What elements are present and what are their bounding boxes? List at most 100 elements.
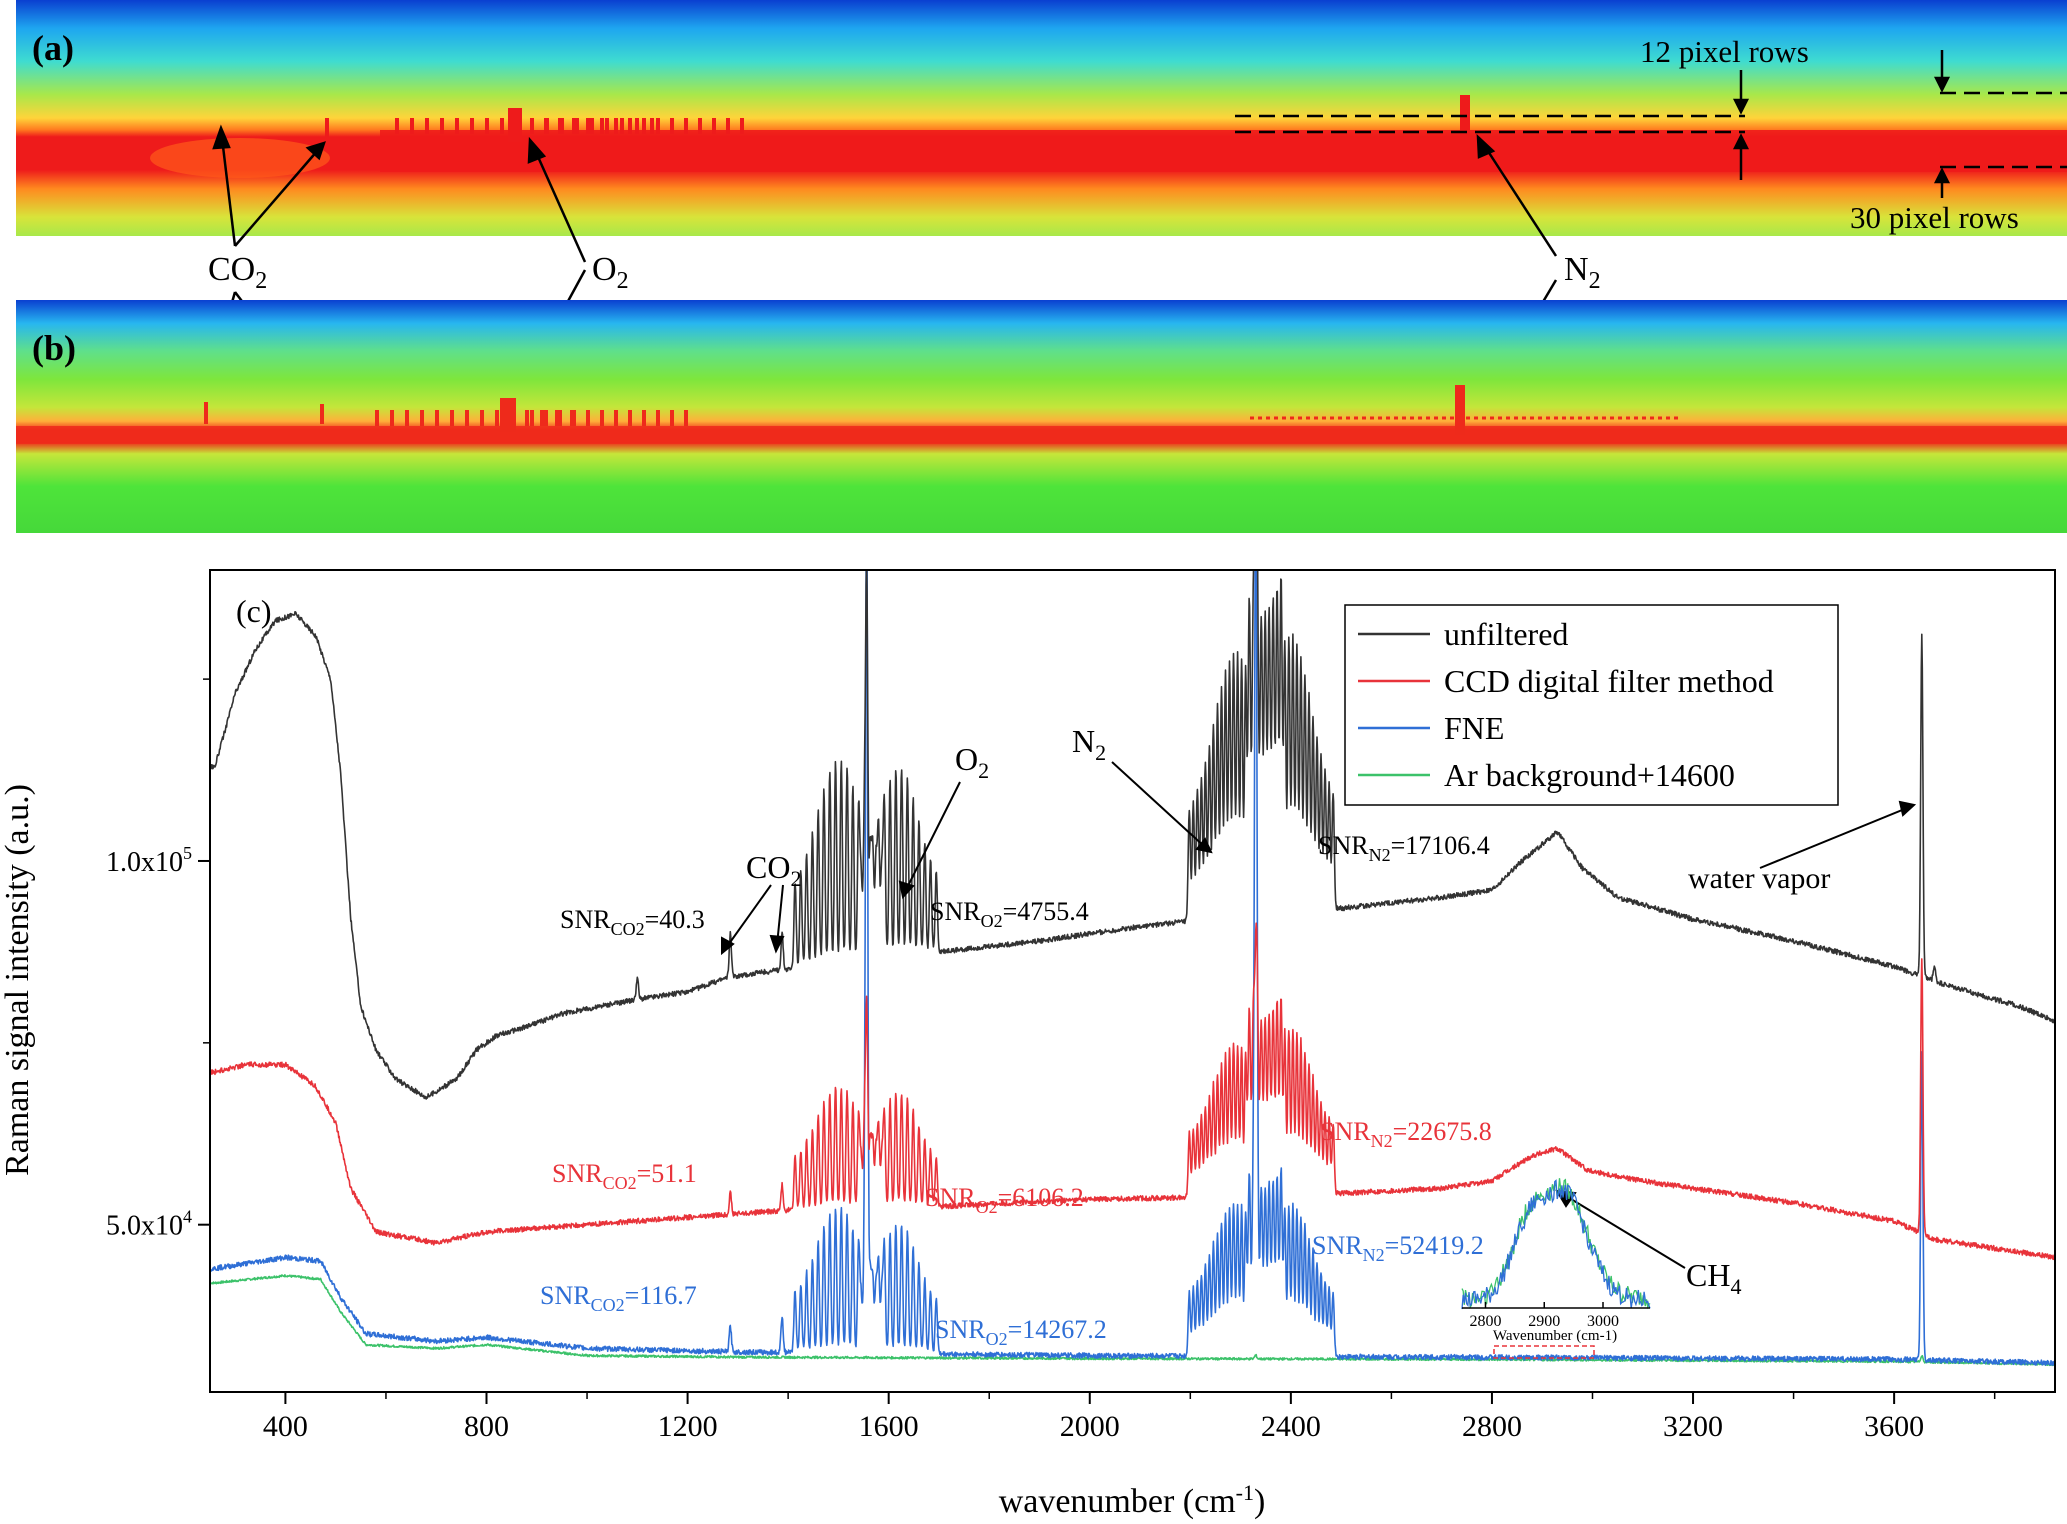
ccd-line-a bbox=[395, 118, 399, 134]
ccd-line-b bbox=[450, 410, 454, 426]
ccd-image-a bbox=[16, 0, 2067, 236]
y-axis: 5.0x104 1.0x105 bbox=[106, 678, 210, 1242]
series-ar-background-14600 bbox=[210, 1274, 2055, 1367]
panel-c-tag: (c) bbox=[236, 593, 272, 629]
inset-line bbox=[1461, 1179, 1651, 1310]
x-tick-label: 1600 bbox=[859, 1410, 919, 1443]
ccd-line-b bbox=[420, 410, 424, 426]
x-axis-label: wavenumber (cm-1) bbox=[999, 1480, 1266, 1520]
inset-tick-label: 2800 bbox=[1470, 1313, 1502, 1330]
ccd-line-a bbox=[620, 118, 624, 134]
series-unfiltered bbox=[210, 570, 2055, 1100]
ccd-o2-peak-a bbox=[508, 108, 522, 142]
ccd-line-b bbox=[540, 410, 544, 426]
snr-o2-unfiltered: SNRO2=4755.4 bbox=[930, 897, 1089, 931]
ccd-line-a bbox=[642, 118, 646, 134]
panel-a-tag: (a) bbox=[32, 28, 74, 68]
ccd-co2-peak-b1 bbox=[204, 402, 208, 424]
o2-label: O2 bbox=[592, 251, 629, 294]
o2-annotation: O2 bbox=[955, 741, 989, 783]
ccd-line-b bbox=[558, 410, 562, 426]
legend-label: Ar background+14600 bbox=[1444, 757, 1735, 793]
inset-line bbox=[1461, 1178, 1651, 1310]
x-tick-label: 2800 bbox=[1462, 1410, 1522, 1443]
legend: unfiltered CCD digital filter method FNE Ar… bbox=[1344, 604, 1839, 806]
ccd-line-a bbox=[590, 118, 594, 134]
ccd-line-a bbox=[698, 118, 702, 134]
ccd-line-a bbox=[575, 118, 579, 134]
snr-n2-fne: SNRN2=52419.2 bbox=[1312, 1231, 1484, 1265]
co2-label: CO2 bbox=[208, 251, 267, 294]
co2-annotation: CO2 bbox=[746, 849, 801, 891]
x-tick-label: 2000 bbox=[1060, 1410, 1120, 1443]
ccd-line-a bbox=[425, 118, 429, 134]
y-tick-label: 5.0x104 bbox=[106, 1207, 192, 1242]
ccd-line-a bbox=[605, 118, 609, 134]
annotations: CO2 O2 N2 water vapor CH4 SNRCO2=40.3 SN… bbox=[540, 723, 1917, 1349]
ccd-line-b bbox=[544, 410, 548, 426]
ccd-line-a bbox=[485, 118, 489, 134]
ccd-line-a bbox=[628, 118, 632, 134]
y-axis-label: Raman signal intensity (a.u.) bbox=[0, 784, 36, 1176]
ccd-features-a bbox=[150, 95, 2067, 178]
x-tick-label: 3600 bbox=[1864, 1410, 1924, 1443]
ccd-line-b bbox=[614, 410, 618, 426]
inset-xlabel: Wavenumber (cm-1) bbox=[1493, 1328, 1617, 1344]
legend-label: unfiltered bbox=[1444, 616, 1568, 652]
legend-label: FNE bbox=[1444, 710, 1504, 746]
x-tick-label: 1200 bbox=[658, 1410, 718, 1443]
snr-co2-unfiltered: SNRCO2=40.3 bbox=[560, 905, 705, 939]
ccd-line-a bbox=[530, 118, 534, 134]
legend-box bbox=[1344, 604, 1839, 806]
ccd-line-b bbox=[555, 410, 559, 426]
x-tick-label: 2400 bbox=[1261, 1410, 1321, 1443]
plot-frame bbox=[209, 569, 2056, 1393]
ccd-line-a bbox=[726, 118, 730, 134]
x-axis: 400 800 1200 1600 2000 2400 2800 3200 3600 bbox=[263, 1392, 1996, 1443]
inset-tick-label: 2900 bbox=[1528, 1313, 1560, 1330]
ccd-line-a bbox=[544, 118, 548, 134]
ccd-line-a bbox=[600, 118, 604, 134]
ccd-o2-peak-b bbox=[500, 398, 516, 432]
series-layer bbox=[210, 570, 2055, 1367]
n2-annotation: N2 bbox=[1072, 723, 1106, 765]
ccd-line-a bbox=[572, 118, 576, 134]
snr-o2-fne: SNRO2=14267.2 bbox=[935, 1315, 1107, 1349]
ccd-line-b bbox=[375, 410, 379, 426]
ccd-line-b bbox=[684, 410, 688, 426]
ccd-line-a bbox=[684, 118, 688, 134]
panel-a: (a) 12 pixel rows 30 pixel rows bbox=[16, 0, 2067, 236]
series-fne bbox=[210, 570, 2055, 1366]
ccd-band bbox=[380, 130, 2067, 172]
inset-chart: 2800 2900 3000 Wavenumber (cm-1) bbox=[1461, 1178, 1651, 1359]
n2-label: N2 bbox=[1564, 251, 1601, 294]
snr-co2-filter: SNRCO2=51.1 bbox=[552, 1159, 697, 1193]
ccd-line-a bbox=[455, 118, 459, 134]
ccd-co2-peak-b2 bbox=[320, 404, 324, 424]
annotation-arrows bbox=[721, 761, 1917, 1269]
ccd-band-b bbox=[16, 426, 2067, 444]
legend-label: CCD digital filter method bbox=[1444, 663, 1774, 699]
ccd-line-b bbox=[586, 410, 590, 426]
panel-b: (b) bbox=[16, 300, 2067, 533]
ccd-line-b bbox=[642, 410, 646, 426]
ccd-line-a bbox=[635, 118, 639, 134]
ccd-line-a bbox=[470, 118, 474, 134]
ch4-annotation: CH4 bbox=[1686, 1257, 1741, 1299]
ccd-co2-peak-a bbox=[325, 118, 329, 138]
ccd-line-a bbox=[650, 118, 654, 134]
x-tick-label: 800 bbox=[464, 1410, 509, 1443]
ccd-line-b bbox=[628, 410, 632, 426]
ccd-line-b bbox=[600, 410, 604, 426]
ccd-line-b bbox=[435, 410, 439, 426]
snr-n2-filter: SNRN2=22675.8 bbox=[1320, 1117, 1492, 1151]
ccd-line-b bbox=[495, 410, 499, 426]
ccd-line-b bbox=[405, 410, 409, 426]
species-labels: CO2 O2 N2 bbox=[0, 124, 2067, 407]
ccd-line-a bbox=[614, 118, 618, 134]
panel-b-tag: (b) bbox=[32, 328, 76, 368]
snr-n2-unfiltered: SNRN2=17106.4 bbox=[1318, 831, 1490, 865]
x-tick-label: 3200 bbox=[1663, 1410, 1723, 1443]
series-ccd-digital-filter-method bbox=[210, 922, 2055, 1261]
